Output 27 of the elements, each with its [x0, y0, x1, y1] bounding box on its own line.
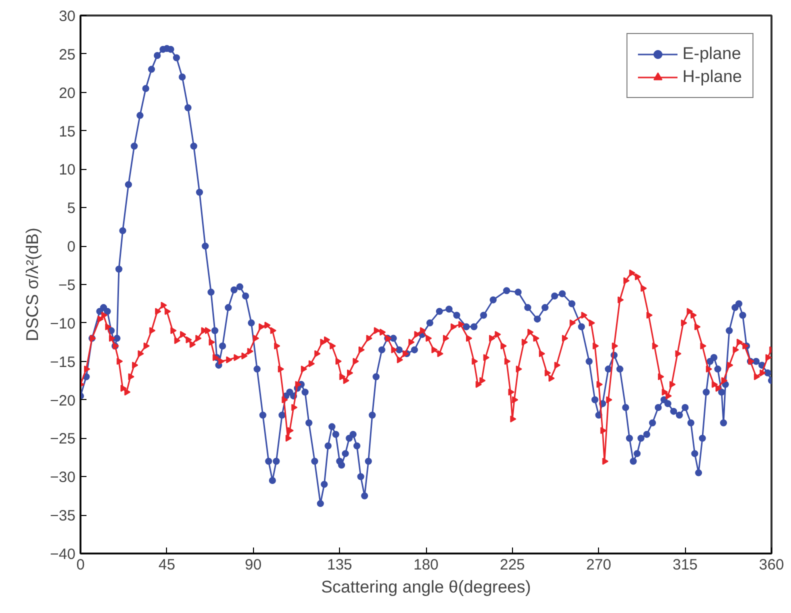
y-tick-label: 10 [58, 162, 76, 179]
y-tick-label: 0 [67, 238, 76, 256]
y-tick-label: 5 [67, 200, 76, 218]
y-axis-title: DSCS σ/λ²(dB) [23, 228, 42, 342]
x-axis-title: Scattering angle θ(degrees) [321, 578, 531, 596]
x-tick-label: 180 [413, 556, 439, 574]
legend-label: H-plane [682, 67, 742, 87]
legend-label: E-plane [682, 44, 742, 64]
x-tick-label: 225 [500, 556, 525, 574]
y-tick-label: 25 [58, 46, 76, 64]
x-tick-label: 270 [586, 556, 612, 574]
x-tick-label: 360 [758, 556, 784, 574]
y-tick-label: 20 [58, 84, 76, 102]
x-tick-label: 90 [244, 556, 262, 574]
y-tick-label: −10 [50, 315, 76, 332]
y-tick-label: −35 [50, 508, 76, 525]
y-tick-label: −30 [50, 469, 76, 486]
y-tick-label: −20 [50, 392, 76, 410]
y-tick-label: −15 [50, 354, 76, 371]
x-tick-label: 135 [327, 556, 352, 574]
y-tick-label: 15 [58, 123, 76, 140]
y-tick-label: −25 [50, 430, 76, 448]
x-tick-label: 45 [158, 556, 176, 574]
y-tick-label: −40 [50, 546, 76, 563]
y-tick-label: 30 [58, 8, 76, 25]
y-tick-label: −5 [58, 277, 76, 294]
x-tick-label: 315 [672, 556, 698, 574]
